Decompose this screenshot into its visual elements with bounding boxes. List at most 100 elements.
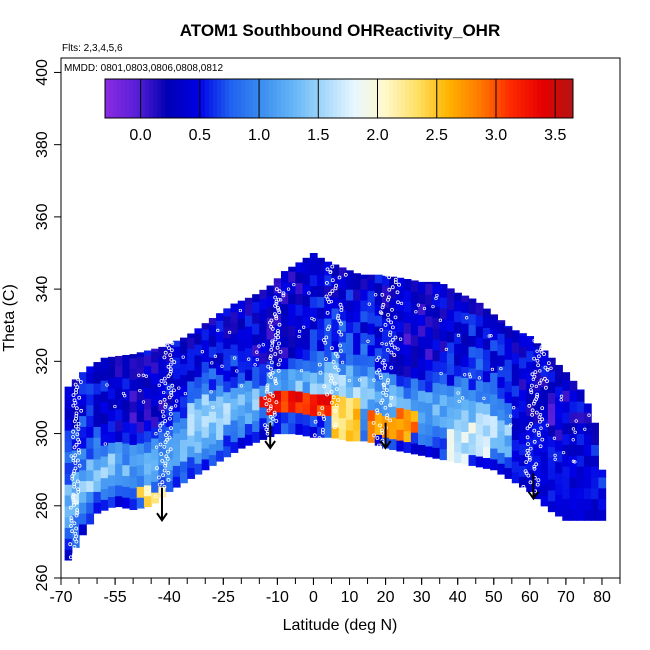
heatmap-cell bbox=[432, 393, 441, 405]
heatmap-cell bbox=[461, 301, 470, 313]
heatmap-cell bbox=[540, 440, 549, 453]
heatmap-cell bbox=[165, 437, 174, 449]
heatmap-cell bbox=[172, 443, 181, 456]
heatmap-cell bbox=[129, 455, 138, 467]
heatmap-cell bbox=[504, 467, 513, 479]
observation-point bbox=[468, 375, 472, 379]
heatmap-cell bbox=[273, 346, 282, 359]
heatmap-cell bbox=[151, 383, 159, 396]
observation-point bbox=[69, 454, 73, 458]
heatmap-cell bbox=[403, 279, 412, 291]
heatmap-cell bbox=[569, 455, 578, 467]
heatmap-cell bbox=[309, 263, 318, 276]
observation-point bbox=[77, 395, 82, 400]
heatmap-cell bbox=[576, 509, 585, 521]
heatmap-cell bbox=[223, 359, 232, 371]
heatmap-cell bbox=[526, 336, 535, 341]
heatmap-cell bbox=[555, 418, 563, 430]
heatmap-cell bbox=[583, 444, 592, 456]
heatmap-cell bbox=[367, 279, 376, 292]
heatmap-cell bbox=[324, 393, 333, 406]
observation-point bbox=[534, 462, 538, 467]
heatmap-cell bbox=[172, 340, 181, 347]
heatmap-cell bbox=[165, 372, 174, 384]
heatmap-cell bbox=[425, 370, 434, 382]
heatmap-cell bbox=[497, 376, 506, 388]
observation-point bbox=[168, 353, 173, 358]
heatmap-cell bbox=[389, 438, 397, 451]
heatmap-cell bbox=[425, 315, 434, 328]
heatmap-cell bbox=[158, 421, 167, 433]
heatmap-cell bbox=[511, 450, 520, 462]
heatmap-cell bbox=[396, 310, 405, 322]
heatmap-cell bbox=[432, 317, 441, 329]
observation-point bbox=[431, 304, 435, 309]
observation-point bbox=[540, 406, 545, 411]
heatmap-cell bbox=[490, 415, 498, 427]
heatmap-cell bbox=[482, 370, 491, 383]
observation-point bbox=[552, 436, 557, 440]
heatmap-cell bbox=[454, 321, 462, 334]
heatmap-cell bbox=[547, 479, 556, 491]
heatmap-cell bbox=[519, 367, 527, 380]
heatmap-cell bbox=[547, 446, 556, 458]
observation-point bbox=[398, 337, 403, 341]
heatmap-cell bbox=[151, 362, 159, 374]
y-tick-label: 260 bbox=[34, 565, 51, 592]
heatmap-cell bbox=[540, 473, 549, 485]
heatmap-cell bbox=[237, 328, 246, 341]
colorbar-swatch bbox=[469, 79, 474, 118]
heatmap-cell bbox=[331, 372, 340, 385]
observation-point bbox=[276, 368, 281, 373]
flights-subtitle: Flts: 2,3,4,5,6 bbox=[62, 43, 123, 54]
heatmap-cell bbox=[172, 432, 181, 445]
heatmap-cell bbox=[324, 318, 333, 330]
observation-point bbox=[541, 340, 545, 345]
heatmap-cell bbox=[569, 444, 578, 456]
heatmap-cell bbox=[497, 463, 506, 475]
observation-point bbox=[113, 404, 117, 409]
heatmap-cell bbox=[504, 337, 513, 349]
heatmap-cell bbox=[504, 456, 513, 469]
heatmap-cell bbox=[129, 357, 138, 370]
heatmap-cell bbox=[115, 463, 123, 475]
observation-point bbox=[247, 357, 251, 361]
heatmap-cell bbox=[497, 333, 506, 345]
heatmap-cell bbox=[360, 354, 369, 366]
heatmap-cell bbox=[396, 299, 405, 311]
heatmap-cell bbox=[403, 419, 412, 432]
heatmap-cell bbox=[569, 498, 578, 510]
heatmap-cell bbox=[107, 463, 116, 476]
observation-point bbox=[392, 353, 397, 358]
observation-point bbox=[232, 356, 237, 360]
heatmap-cell bbox=[410, 356, 419, 368]
heatmap-cell bbox=[439, 448, 448, 461]
heatmap-cell bbox=[331, 286, 340, 298]
heatmap-cell bbox=[244, 423, 253, 435]
colorbar-swatch bbox=[161, 79, 166, 118]
heatmap-cell bbox=[223, 326, 232, 339]
heatmap-cell bbox=[216, 374, 224, 386]
heatmap-cell bbox=[180, 406, 188, 419]
heatmap-cell bbox=[280, 390, 289, 402]
heatmap-cell bbox=[324, 361, 333, 373]
observation-point bbox=[276, 335, 281, 340]
observation-point bbox=[456, 333, 461, 338]
observation-point bbox=[399, 301, 404, 306]
colorbar: 0.0 0.5 1.0 1.5 2.0 2.5 3.0 3.5 bbox=[104, 78, 574, 144]
heatmap-cell bbox=[454, 343, 462, 355]
observation-point bbox=[334, 283, 339, 288]
observation-point bbox=[381, 302, 386, 307]
observation-point bbox=[255, 350, 259, 354]
heatmap-cell bbox=[302, 403, 311, 415]
heatmap-cell bbox=[180, 461, 188, 473]
observation-point bbox=[528, 480, 533, 485]
observation-point bbox=[529, 421, 533, 426]
observation-point bbox=[384, 272, 389, 277]
observation-point bbox=[332, 381, 337, 386]
observation-point bbox=[396, 300, 400, 305]
heatmap-cell bbox=[158, 464, 167, 477]
observation-point bbox=[168, 362, 173, 367]
heatmap-cell bbox=[324, 415, 333, 427]
colorbar-swatch bbox=[373, 79, 378, 118]
